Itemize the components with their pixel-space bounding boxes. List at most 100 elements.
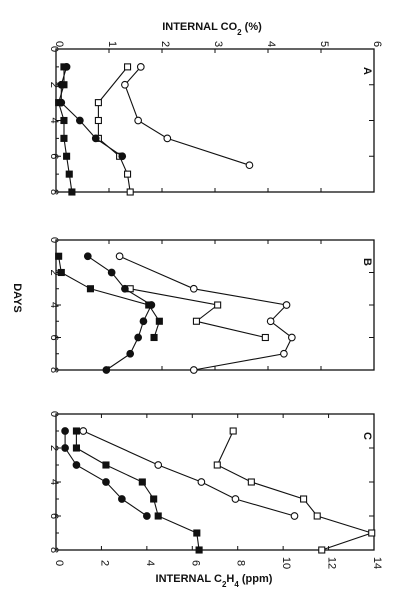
data-point (193, 529, 201, 537)
series-line (58, 256, 161, 338)
series-open-square (126, 285, 269, 342)
data-point (126, 349, 135, 358)
top-tick-label: 5 (318, 41, 330, 47)
data-point (266, 317, 275, 326)
data-point (72, 461, 81, 469)
data-point (121, 284, 129, 293)
data-point (107, 268, 116, 277)
data-point (61, 427, 69, 435)
series-open-circle (121, 63, 254, 170)
data-point (121, 80, 129, 89)
bottom-tick-label: 4 (144, 560, 156, 566)
bottom-tick-label: 0 (53, 560, 65, 566)
y-tick-label: 2 (48, 445, 60, 451)
top-tick-label: 0 (53, 41, 65, 47)
data-point (102, 478, 110, 486)
data-point (247, 478, 255, 486)
top-axis-title-prefix: INTERNAL CO (162, 21, 237, 33)
data-point (102, 461, 110, 469)
top-tick-label: 1 (106, 41, 118, 47)
data-point (55, 252, 63, 260)
data-point (313, 512, 321, 520)
data-point (163, 134, 172, 143)
data-point (124, 170, 132, 178)
top-axis-ticks: 0 1 2 3 4 5 6 (53, 41, 383, 47)
data-point (60, 116, 68, 125)
panel-letter: B (361, 258, 373, 266)
series-line (87, 255, 153, 371)
series-line (216, 430, 374, 551)
series-filled-square (72, 427, 203, 554)
data-point (136, 63, 145, 71)
data-point (189, 366, 198, 374)
data-point (189, 284, 198, 293)
y-tick-label: 6 (48, 513, 60, 519)
bottom-axis-title-sub2: 4 (234, 580, 239, 589)
data-point (261, 333, 269, 342)
series-line (75, 431, 200, 551)
y-tick-label: 4 (48, 117, 60, 123)
series-line (124, 66, 250, 166)
y-tick-label: 0 (48, 237, 60, 243)
data-point (61, 444, 69, 452)
data-point (138, 478, 146, 486)
series-filled-square (55, 252, 163, 342)
data-point (300, 495, 308, 503)
data-point (94, 99, 102, 107)
data-point (124, 63, 132, 71)
data-point (150, 495, 158, 503)
data-point (91, 134, 100, 143)
data-point (75, 116, 84, 125)
top-tick-label: 3 (212, 41, 224, 47)
bottom-tick-label: 14 (371, 557, 383, 569)
data-point (57, 268, 65, 277)
data-point (282, 301, 291, 309)
data-point (102, 366, 111, 374)
panel-letter: A (361, 67, 373, 75)
data-point (155, 317, 163, 325)
y-tick-label: 2 (48, 82, 60, 88)
y-tick-label: 6 (48, 153, 60, 159)
series-line (60, 66, 123, 157)
y-tick-label: 4 (48, 479, 60, 485)
data-point (143, 512, 151, 520)
data-point (318, 546, 326, 554)
data-point (94, 116, 102, 125)
data-point (192, 317, 200, 325)
series-filled-circle (83, 252, 156, 374)
bottom-axis-title-prefix: INTERNAL C (156, 573, 222, 585)
data-point (65, 170, 73, 178)
bottom-axis-title-mid: H (226, 573, 234, 585)
series-open-circle (115, 252, 296, 374)
data-point (118, 152, 127, 161)
bottom-axis-title-sub1: 2 (222, 580, 227, 589)
data-point (63, 152, 71, 160)
data-point (197, 478, 206, 486)
series-filled-circle (57, 63, 127, 161)
data-point (83, 252, 92, 261)
data-point (118, 495, 126, 503)
bottom-tick-label: 6 (189, 560, 201, 566)
data-point (72, 444, 80, 452)
data-point (72, 427, 80, 435)
panel-b: 0 2 4 6 8 B (48, 237, 375, 374)
series-open-circle (79, 427, 299, 520)
data-point (134, 333, 142, 342)
top-axis-title-suffix: (%) (242, 21, 263, 33)
bottom-tick-label: 8 (235, 560, 247, 566)
data-point (68, 188, 76, 196)
data-point (288, 333, 296, 342)
series-line (83, 430, 295, 517)
bottom-tick-label: 10 (280, 557, 292, 569)
data-point (229, 427, 237, 435)
data-point (214, 301, 222, 309)
data-point (139, 317, 148, 326)
data-point (150, 333, 158, 342)
panel-a: 0 2 4 6 8 A (48, 46, 375, 196)
data-point (60, 134, 68, 142)
data-point (213, 461, 221, 469)
data-point (231, 495, 240, 503)
data-point (154, 512, 162, 520)
data-point (280, 349, 288, 358)
